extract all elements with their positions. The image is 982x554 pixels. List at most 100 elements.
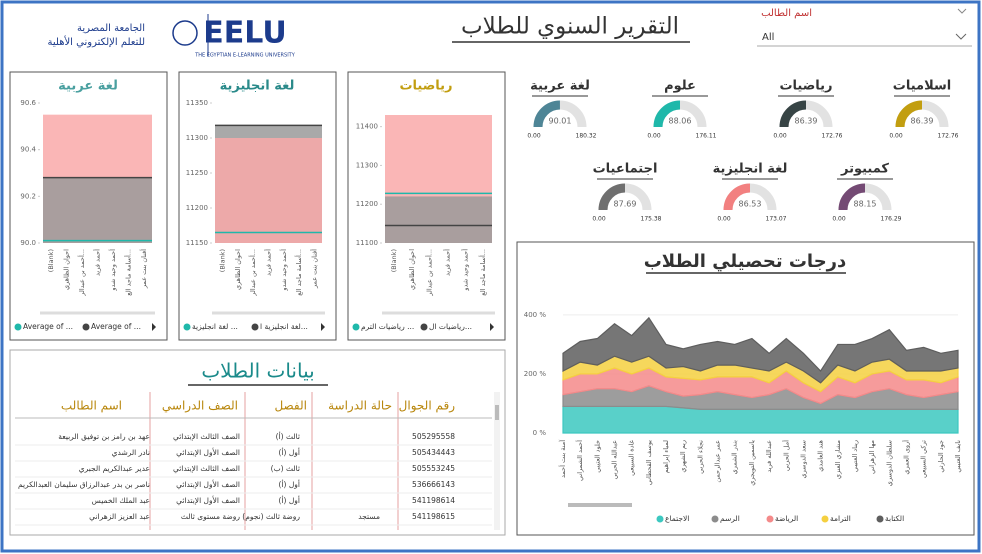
gauge-title: لغة انجليزية bbox=[713, 162, 788, 177]
gauge-title: علوم bbox=[664, 79, 696, 94]
y-tick-label: 90.0 bbox=[20, 239, 36, 247]
table-cell: روضة ثالث (نجوم) bbox=[242, 512, 300, 521]
x-tick-label: سلطان الدوسري bbox=[885, 440, 893, 486]
x-tick-label: ريناد العتيبي bbox=[851, 440, 859, 472]
x-tick-label: (Blank) bbox=[219, 249, 227, 272]
legend-swatch bbox=[876, 515, 884, 523]
legend-swatch bbox=[420, 323, 428, 331]
gauge-value: 88.06 bbox=[669, 117, 692, 126]
y-tick-label: 11100 bbox=[356, 239, 378, 247]
x-tick-label: أفنان بنت عمر bbox=[309, 249, 318, 289]
gauge-value: 86.39 bbox=[911, 117, 934, 126]
gauge-value: 86.39 bbox=[795, 117, 818, 126]
chart-title: لغة انجليزية bbox=[220, 79, 295, 94]
x-tick-label: أسامة ماجد الع... bbox=[478, 249, 487, 296]
x-tick-label: تركي السبيعي bbox=[920, 440, 928, 478]
y-tick-label: 0 % bbox=[533, 429, 547, 437]
legend-arrow bbox=[152, 323, 156, 331]
x-tick-label: سعد الدوسري bbox=[799, 440, 807, 479]
gauge-max: 175.38 bbox=[641, 216, 662, 223]
legend-label: الرياضة bbox=[775, 514, 798, 523]
area-band bbox=[215, 138, 322, 243]
x-tick-label: آمنة بنت أحمد bbox=[558, 439, 567, 478]
table-cell: أول (أ) bbox=[279, 447, 300, 457]
gauge-value-arc bbox=[653, 100, 681, 128]
y-tick-label: 90.6 bbox=[20, 99, 36, 107]
x-tick-label: خلود العتيبي bbox=[593, 440, 601, 473]
logo-subtitle: THE EGYPTIAN E-LEARNING UNIVERSITY bbox=[194, 53, 296, 59]
y-tick-label: 11200 bbox=[356, 200, 378, 208]
legend-arrow bbox=[321, 323, 325, 331]
logo: EELU bbox=[203, 16, 286, 51]
gauge-max: 180.32 bbox=[576, 133, 597, 140]
filter-value[interactable]: All bbox=[762, 32, 774, 43]
column-header: حالة الدراسة bbox=[328, 399, 392, 414]
gauge-value: 90.01 bbox=[549, 117, 572, 126]
table-cell: مستجد bbox=[358, 512, 380, 521]
chart-title: درجات تحصيلي الطلاب bbox=[644, 251, 847, 272]
gauge-value-arc bbox=[779, 100, 807, 128]
table-cell: 541198614 bbox=[412, 496, 455, 505]
scrollbar-track bbox=[494, 392, 500, 530]
scrollbar-thumb[interactable] bbox=[495, 405, 499, 420]
legend-swatch bbox=[656, 515, 664, 523]
gauge-value-arc bbox=[838, 183, 866, 211]
gauge-max: 173.07 bbox=[766, 216, 787, 223]
table-cell: عدير عبدالكريم الجبري bbox=[79, 464, 150, 473]
chart-title: لغة عربية bbox=[58, 79, 118, 94]
x-tick-label: ريم الشهري bbox=[679, 440, 687, 473]
gauge-value-arc bbox=[895, 100, 923, 128]
x-tick-label: احوان الظاهري bbox=[408, 249, 416, 290]
gauge-title: اجتماعيات bbox=[593, 162, 658, 177]
y-tick-label: 11300 bbox=[186, 134, 208, 142]
dropdown-chevron[interactable] bbox=[955, 33, 967, 40]
x-tick-label: أحمد وحيد شدو bbox=[460, 249, 469, 292]
table-cell: عبد الملك الخميس bbox=[92, 496, 150, 505]
x-tick-label: عمر عبدالرحمن bbox=[714, 440, 722, 483]
gauge-max: 172.76 bbox=[822, 133, 843, 140]
legend-label: الرسم bbox=[720, 514, 740, 523]
x-tick-label: أفنان بنت عمر bbox=[139, 249, 148, 289]
table-cell: الصف الأول الإبتدائي bbox=[176, 479, 240, 489]
table-cell: 541198615 bbox=[412, 512, 455, 521]
stacked-area bbox=[562, 316, 959, 384]
y-tick-label: 11150 bbox=[186, 239, 208, 247]
table-cell: ناصر بن بدر عبدالرزاق سليمان العبدالكريم bbox=[18, 480, 150, 489]
gauge-value-arc bbox=[598, 183, 626, 211]
legend-label: الكتابة bbox=[885, 514, 904, 523]
x-tick-label: عبدالله فريد bbox=[765, 440, 773, 473]
gauge-title: لغة عربية bbox=[530, 79, 590, 94]
table-cell: الصف الثالث الإبتدائي bbox=[173, 432, 240, 441]
table-title: بيانات الطلاب bbox=[201, 359, 314, 383]
y-tick-label: 200 % bbox=[524, 370, 547, 378]
column-header: رقم الجوال bbox=[399, 399, 456, 414]
y-tick-label: 11400 bbox=[356, 123, 378, 131]
table-cell: روضة مستوى ثالث bbox=[181, 512, 241, 521]
gauge-title: كمبيوتر bbox=[840, 162, 889, 177]
legend-swatch bbox=[183, 323, 191, 331]
y-tick-label: 11250 bbox=[186, 169, 208, 177]
legend-arrow bbox=[490, 323, 494, 331]
legend-label: لغة انجليزية ا... bbox=[260, 322, 308, 331]
table-cell: عهد بن رامز بن توفيق الربيعة bbox=[58, 432, 150, 441]
x-tick-label: أحمد بن عبدالر... bbox=[77, 249, 86, 297]
area-band bbox=[385, 196, 492, 243]
gauge-value-arc bbox=[533, 100, 561, 128]
x-tick-label: بندر الشمري bbox=[731, 440, 739, 475]
x-tick-label: يوسف القحطاني bbox=[645, 440, 653, 485]
gauge-min: 0.00 bbox=[592, 216, 606, 223]
gauge-value-arc bbox=[723, 183, 751, 211]
panel bbox=[9, 349, 506, 536]
table-cell: أول (أ) bbox=[279, 479, 300, 489]
column-header: الصف الدراسي bbox=[162, 399, 238, 414]
table-cell: عبد العزيز الزهراني bbox=[89, 512, 150, 521]
x-tick-label: أحمد بن عبدالر... bbox=[248, 249, 257, 297]
gauge-min: 0.00 bbox=[527, 133, 541, 140]
legend-label: الترامة bbox=[830, 514, 851, 523]
x-tick-label: مشاري العنزي bbox=[834, 440, 842, 479]
legend-swatch bbox=[352, 323, 360, 331]
chevron bbox=[957, 8, 967, 14]
y-tick-label: 90.4 bbox=[20, 146, 36, 154]
x-tick-label: (Blank) bbox=[390, 249, 398, 272]
legend-label: Average of ... bbox=[23, 322, 73, 331]
